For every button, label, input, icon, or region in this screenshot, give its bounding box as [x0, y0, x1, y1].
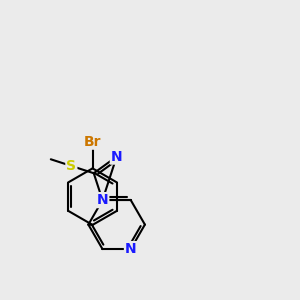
Text: Br: Br — [84, 135, 101, 149]
Text: N: N — [97, 193, 108, 207]
Text: N: N — [111, 150, 122, 164]
Text: N: N — [125, 242, 136, 256]
Text: S: S — [66, 159, 76, 173]
